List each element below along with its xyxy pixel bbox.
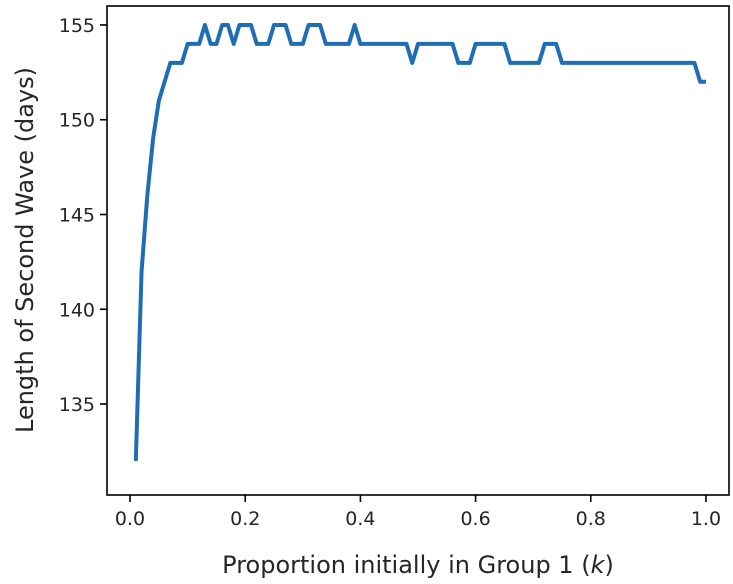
x-tick-label: 0.4: [345, 508, 375, 530]
y-tick-label: 155: [59, 15, 95, 37]
x-axis-ticks: 0.0 0.2 0.4 0.6 0.8 1.0: [115, 495, 721, 530]
plot-area: [106, 5, 730, 496]
y-tick-label: 145: [59, 204, 95, 226]
y-axis-ticks: 135 140 145 150 155: [59, 15, 107, 416]
axes-frame: [106, 5, 730, 496]
x-tick-label: 0.0: [115, 508, 145, 530]
x-tick-label: 0.2: [230, 508, 260, 530]
x-axis-label: Proportion initially in Group 1 (k): [222, 551, 614, 579]
x-tick-label: 1.0: [691, 508, 721, 530]
y-tick-label: 135: [59, 394, 95, 416]
x-tick-label: 0.8: [576, 508, 606, 530]
series-layer: [133, 22, 706, 461]
y-tick-label: 140: [59, 299, 95, 321]
y-axis-label: Length of Second Wave (days): [11, 67, 39, 433]
x-tick-label: 0.6: [460, 508, 490, 530]
series-line: [133, 22, 706, 461]
y-tick-label: 150: [59, 110, 95, 132]
